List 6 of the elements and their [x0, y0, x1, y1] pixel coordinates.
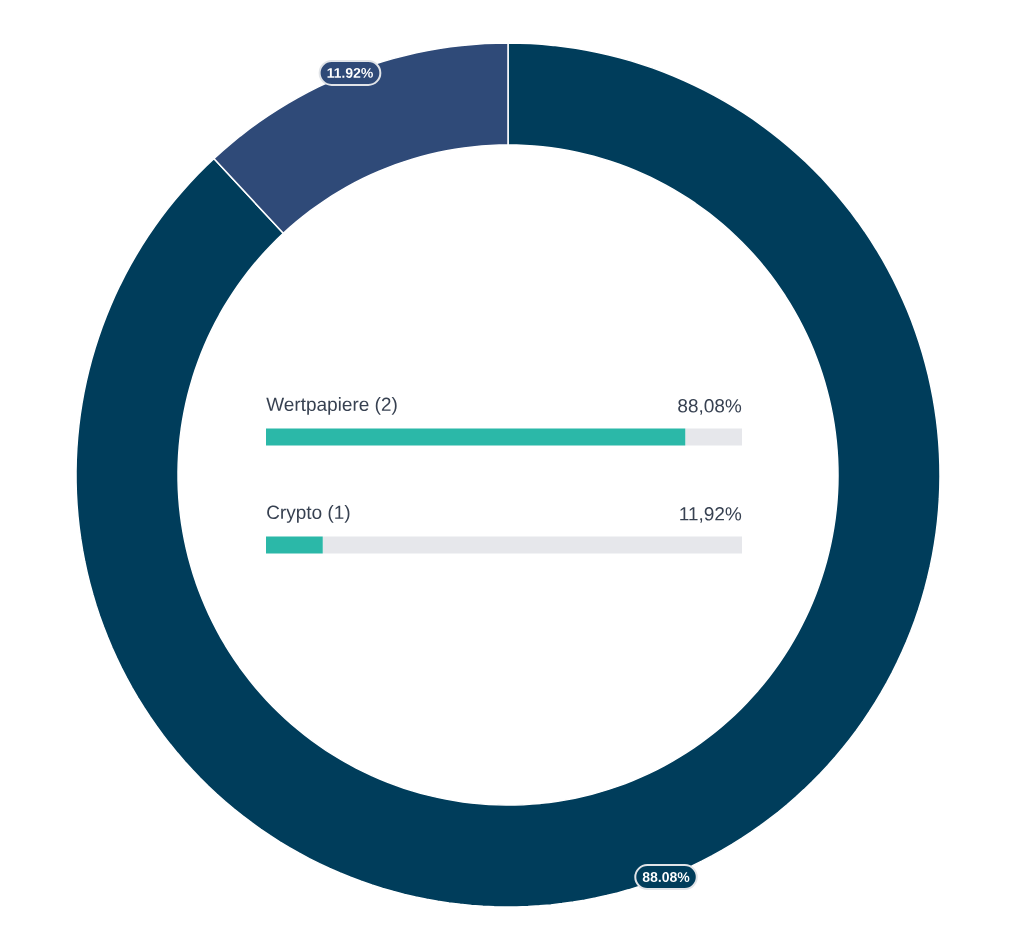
- y-tick-label: Wertpapiere (2): [266, 397, 397, 415]
- y-tick-label: Crypto (1): [267, 505, 350, 523]
- annotation: 11,92%: [680, 507, 742, 523]
- data-label: 88.08%: [642, 872, 690, 883]
- annotation: 88,08%: [678, 399, 742, 415]
- data-label: 11.92%: [327, 67, 373, 78]
